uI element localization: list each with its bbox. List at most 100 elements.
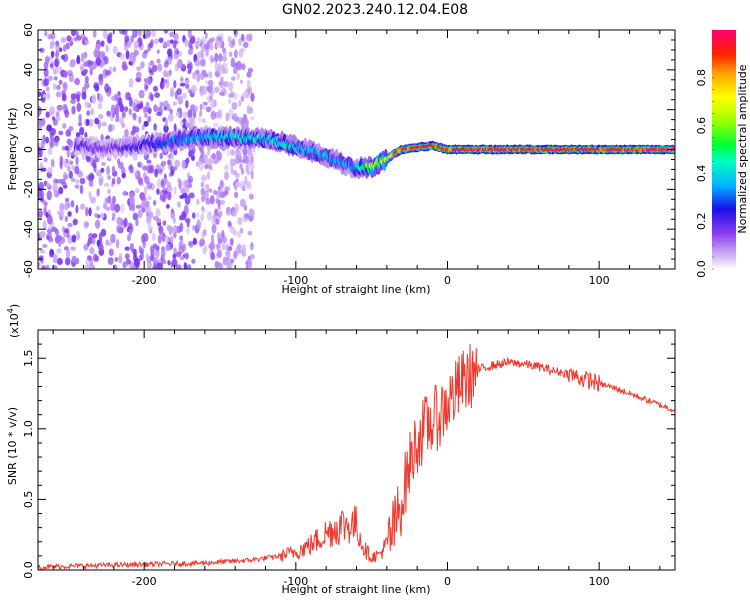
spectrogram-cell: [67, 165, 71, 172]
spectrogram-cell: [111, 95, 115, 101]
spectrogram-cell: [80, 33, 86, 39]
spectrogram-cell: [196, 72, 201, 83]
spectrogram-cell: [201, 209, 207, 214]
spectrogram-cell: [209, 95, 213, 101]
spectrogram-cell: [190, 37, 195, 45]
spectrogram-cell: [122, 64, 128, 71]
spectrogram-cell: [145, 211, 150, 217]
spectrogram-cell: [117, 97, 123, 106]
spectrogram-cell: [201, 174, 207, 182]
spectrogram-cell: [41, 264, 46, 269]
spectrogram-cell: [115, 238, 120, 249]
spectrogram-cell: [132, 30, 138, 38]
spectrogram-cell: [232, 230, 238, 237]
spectrogram-cell: [240, 118, 246, 129]
spectrogram-cell: [151, 30, 157, 38]
spectrogram-cell: [230, 57, 235, 67]
spectrogram-cell: [79, 184, 84, 195]
spectrogram-cell: [132, 264, 137, 269]
spectrogram-cell: [132, 212, 139, 221]
spectrogram-cell: [181, 64, 186, 70]
spectrogram-cell: [62, 123, 67, 129]
spectrogram-cell: [221, 55, 228, 62]
y-tick-label: 1.5: [22, 349, 35, 367]
spectrogram-cell: [38, 181, 44, 192]
spectrogram-cell: [117, 158, 121, 165]
spectrogram-cell: [195, 70, 200, 75]
spectrogram-cell: [40, 167, 47, 172]
spectrogram-cell: [227, 98, 232, 104]
spectrogram-cell: [163, 30, 169, 34]
spectrogram-cell: [156, 188, 160, 195]
spectrogram-cell: [137, 30, 142, 37]
spectrogram-cell: [86, 110, 91, 116]
spectrogram-cell: [152, 243, 158, 250]
spectrogram-cell: [170, 39, 174, 44]
spectrogram-cell: [138, 254, 143, 262]
spectrogram-cell: [187, 48, 193, 56]
spectrogram-cell: [158, 37, 164, 43]
spectrogram-cell: [175, 111, 180, 117]
spectrogram-cell: [75, 204, 79, 214]
spectrogram-cell: [236, 72, 240, 80]
spectrogram-cell: [214, 52, 219, 63]
spectrogram-cell: [201, 118, 206, 124]
spectrogram-cell: [159, 80, 165, 90]
spectrogram-cell: [167, 260, 171, 266]
spectrogram-cell: [198, 161, 205, 171]
spectrogram-cell: [174, 47, 179, 55]
spectrogram-cell: [160, 160, 167, 167]
spectrogram-cell: [143, 78, 148, 83]
spectrogram-cell: [234, 203, 240, 213]
spectrogram-cell: [88, 119, 94, 127]
spectrogram-cell: [227, 245, 233, 252]
spectrogram-cell: [162, 187, 169, 195]
spectrogram-cell: [239, 163, 243, 170]
y-tick-label: 60: [22, 23, 35, 37]
spectrogram-cell: [207, 158, 213, 166]
spectrogram-cell: [49, 106, 56, 116]
spectrogram-cell: [140, 196, 147, 202]
spectrogram-cell: [196, 37, 201, 43]
spectrogram-cell: [117, 226, 123, 234]
spectrogram-cell: [43, 157, 48, 163]
spectrogram-cell: [49, 249, 55, 256]
spectrogram-cell: [175, 264, 182, 269]
spectrogram-cell: [184, 179, 189, 188]
spectrogram-cell: [83, 61, 88, 67]
spectrogram-cell: [133, 41, 139, 49]
spectrogram-cell: [135, 77, 142, 83]
spectrogram-cell: [180, 187, 185, 194]
spectrogram-cell: [130, 35, 135, 43]
spectrogram-cell: [65, 158, 69, 164]
spectrogram-cell: [42, 93, 46, 99]
spectrogram-cell: [163, 177, 167, 185]
spectrogram-cell: [64, 216, 69, 222]
spectrogram-cell: [196, 212, 200, 218]
spectrogram-cell: [182, 111, 188, 119]
spectrogram-cell: [215, 87, 221, 92]
spectrogram-cell: [188, 150, 193, 158]
spectrogram-cell: [170, 208, 175, 214]
spectrogram-cell: [50, 50, 55, 58]
spectrogram-cell: [96, 188, 100, 197]
spectrogram-cell: [142, 106, 147, 114]
spectrogram-cell: [169, 108, 173, 115]
spectrogram-cell: [166, 39, 171, 47]
spectrogram-cell: [71, 255, 77, 263]
spectrogram-cell: [128, 108, 132, 116]
spectrogram-cell: [141, 124, 145, 131]
spectrogram-cell: [58, 130, 64, 136]
spectrogram-cell: [62, 82, 67, 90]
spectrogram-cell: [71, 165, 76, 171]
x-tick-label: 100: [589, 575, 610, 588]
spectrogram-cell: [55, 44, 61, 52]
spectrogram-cell: [199, 238, 206, 247]
spectrogram-cell: [224, 189, 229, 195]
spectrogram-cell: [218, 39, 223, 49]
spectrogram-cell: [88, 232, 93, 240]
spectrogram-cell: [172, 225, 178, 234]
spectrogram-cell: [141, 200, 146, 206]
spectrogram-cell: [178, 50, 183, 57]
spectrogram-cell: [92, 30, 97, 38]
